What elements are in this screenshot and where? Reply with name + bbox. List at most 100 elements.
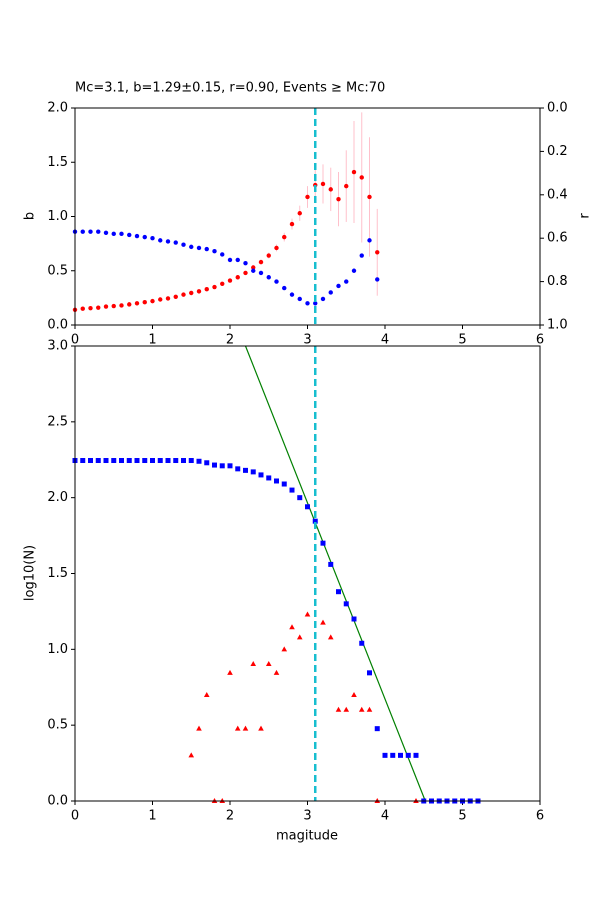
point [251,268,256,273]
y-axis-label: b [23,212,38,220]
point [250,661,257,667]
plot-area [244,346,426,801]
point [203,691,210,697]
point [173,240,178,245]
point [296,634,303,640]
point [367,238,372,243]
point [212,462,217,468]
point [235,275,240,280]
point [204,286,209,292]
point [351,268,357,273]
point [344,279,349,284]
point [158,238,163,243]
point [173,294,178,299]
point [304,611,311,617]
x-tick-label: 5 [458,809,466,824]
point [127,232,132,238]
point [282,285,287,291]
point [258,472,264,478]
point [227,278,233,283]
y-tick-label: 1.0 [47,209,68,224]
point [297,296,302,302]
point [336,283,341,289]
y-tick-label: 1.5 [47,566,68,581]
point [289,487,295,493]
point [111,458,117,464]
point [80,458,86,464]
point [366,706,373,712]
point [158,297,163,302]
point [313,301,318,306]
point [189,290,194,296]
y-tick-label: 1.0 [47,642,68,657]
point [258,725,264,731]
point [119,458,124,464]
point [351,691,357,697]
x-tick-label: 4 [381,809,389,824]
point [320,296,326,302]
point [328,290,333,295]
point [243,260,248,266]
y2-tick-label: 0.0 [547,101,568,116]
point [327,634,334,640]
point [103,230,109,235]
point [375,250,380,255]
point [328,187,333,192]
point [250,469,256,475]
x-tick-label: 0 [71,333,79,348]
point [281,481,287,487]
point [227,257,233,263]
point [336,589,341,595]
x-tick-label: 3 [303,809,311,824]
point [96,229,101,234]
y2-tick-label: 0.2 [547,144,568,159]
point [181,242,186,247]
point [265,661,272,667]
point [181,458,186,464]
point [119,231,124,237]
point [289,221,295,227]
x-tick-label: 1 [148,809,156,824]
point [80,306,85,311]
point [343,706,350,712]
point [382,752,388,758]
plot-area [75,112,378,311]
point [343,601,349,607]
point [150,458,155,464]
point [220,252,225,257]
point [103,458,109,464]
point [320,181,326,187]
point [375,277,380,282]
point [234,725,241,731]
y-tick-label: 3.0 [47,339,68,354]
point [335,706,342,712]
y-tick-label: 0.0 [47,318,68,333]
y2-tick-label: 0.4 [547,187,568,202]
point [127,302,132,307]
point [351,616,357,622]
point [358,706,365,712]
point [336,196,341,202]
point [328,561,334,567]
point [204,246,209,252]
point [297,495,303,501]
x-tick-label: 6 [536,809,544,824]
point [111,303,116,309]
point [173,458,179,464]
y-tick-label: 0.0 [47,794,68,809]
point [289,292,295,297]
point [188,752,195,758]
point [305,194,310,200]
point [212,284,217,290]
point [134,458,140,464]
point [134,301,140,306]
point [196,458,202,464]
point [165,239,171,244]
y-tick-label: 1.5 [47,155,68,170]
point [367,194,372,200]
point [227,463,233,469]
point [258,270,264,276]
point [305,504,310,510]
y-axis-label: log10(N) [23,545,38,601]
